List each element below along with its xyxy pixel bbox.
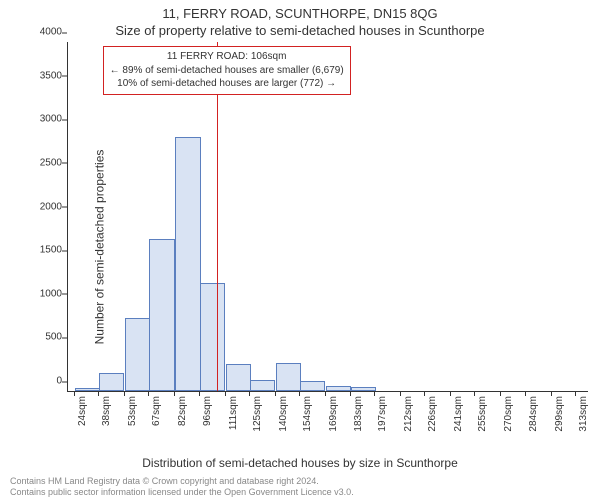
- x-axis-ticks: 24sqm 38sqm 53sqm 67sqm 82sqm 96sqm 111sqm 125s…: [67, 392, 588, 452]
- x-tick: 299sqm: [554, 396, 565, 432]
- y-tick: 1000: [30, 288, 62, 299]
- histogram-bar: [351, 387, 376, 391]
- x-tick: 212sqm: [403, 396, 414, 432]
- histogram-bar: [226, 364, 251, 391]
- x-tick: 284sqm: [528, 396, 539, 432]
- x-tick: 82sqm: [177, 396, 188, 426]
- chart-container: Number of semi-detached properties 05001…: [0, 42, 600, 452]
- x-tick: 140sqm: [278, 396, 289, 432]
- y-tick: 500: [30, 332, 62, 343]
- annotation-line3: 10% of semi-detached houses are larger (…: [110, 77, 344, 91]
- x-tick: 169sqm: [328, 396, 339, 432]
- x-tick: 183sqm: [353, 396, 364, 432]
- histogram-bar: [175, 137, 200, 391]
- histogram-bar: [326, 386, 351, 391]
- x-axis-label: Distribution of semi-detached houses by …: [0, 456, 600, 470]
- x-tick: 313sqm: [578, 396, 589, 432]
- histogram-bar: [200, 283, 225, 391]
- y-tick: 3000: [30, 114, 62, 125]
- x-tick: 241sqm: [453, 396, 464, 432]
- y-tick: 1500: [30, 245, 62, 256]
- annotation-box: 11 FERRY ROAD: 106sqm ← 89% of semi-deta…: [103, 46, 351, 95]
- y-tick: 0: [30, 376, 62, 387]
- histogram-bar: [276, 363, 301, 391]
- x-tick: 67sqm: [151, 396, 162, 426]
- histogram-bar: [75, 388, 100, 391]
- x-tick: 226sqm: [427, 396, 438, 432]
- page-title-desc: Size of property relative to semi-detach…: [0, 21, 600, 38]
- page-title-address: 11, FERRY ROAD, SCUNTHORPE, DN15 8QG: [0, 0, 600, 21]
- x-tick: 96sqm: [202, 396, 213, 426]
- y-tick: 3500: [30, 70, 62, 81]
- x-tick: 24sqm: [77, 396, 88, 426]
- footer-attribution: Contains HM Land Registry data © Crown c…: [0, 476, 600, 499]
- y-tick: 4000: [30, 27, 62, 38]
- x-tick: 255sqm: [477, 396, 488, 432]
- annotation-line2: ← 89% of semi-detached houses are smalle…: [110, 64, 344, 78]
- annotation-line1: 11 FERRY ROAD: 106sqm: [110, 50, 344, 64]
- x-tick: 125sqm: [252, 396, 263, 432]
- y-axis-ticks: 05001000150020002500300035004000: [30, 42, 62, 392]
- plot-area: 11 FERRY ROAD: 106sqm ← 89% of semi-deta…: [67, 42, 588, 392]
- x-tick: 111sqm: [228, 396, 239, 430]
- y-tick: 2500: [30, 157, 62, 168]
- x-tick: 53sqm: [127, 396, 138, 426]
- histogram-bar: [125, 318, 150, 391]
- histogram-bar: [99, 373, 124, 391]
- x-tick: 154sqm: [302, 396, 313, 432]
- x-tick: 270sqm: [503, 396, 514, 432]
- y-tick: 2000: [30, 201, 62, 212]
- x-tick: 38sqm: [101, 396, 112, 426]
- x-tick: 197sqm: [377, 396, 388, 432]
- footer-line2: Contains public sector information licen…: [10, 487, 600, 498]
- histogram-bar: [300, 381, 325, 391]
- histogram-bar: [149, 239, 174, 391]
- histogram-bar: [250, 380, 275, 391]
- footer-line1: Contains HM Land Registry data © Crown c…: [10, 476, 600, 487]
